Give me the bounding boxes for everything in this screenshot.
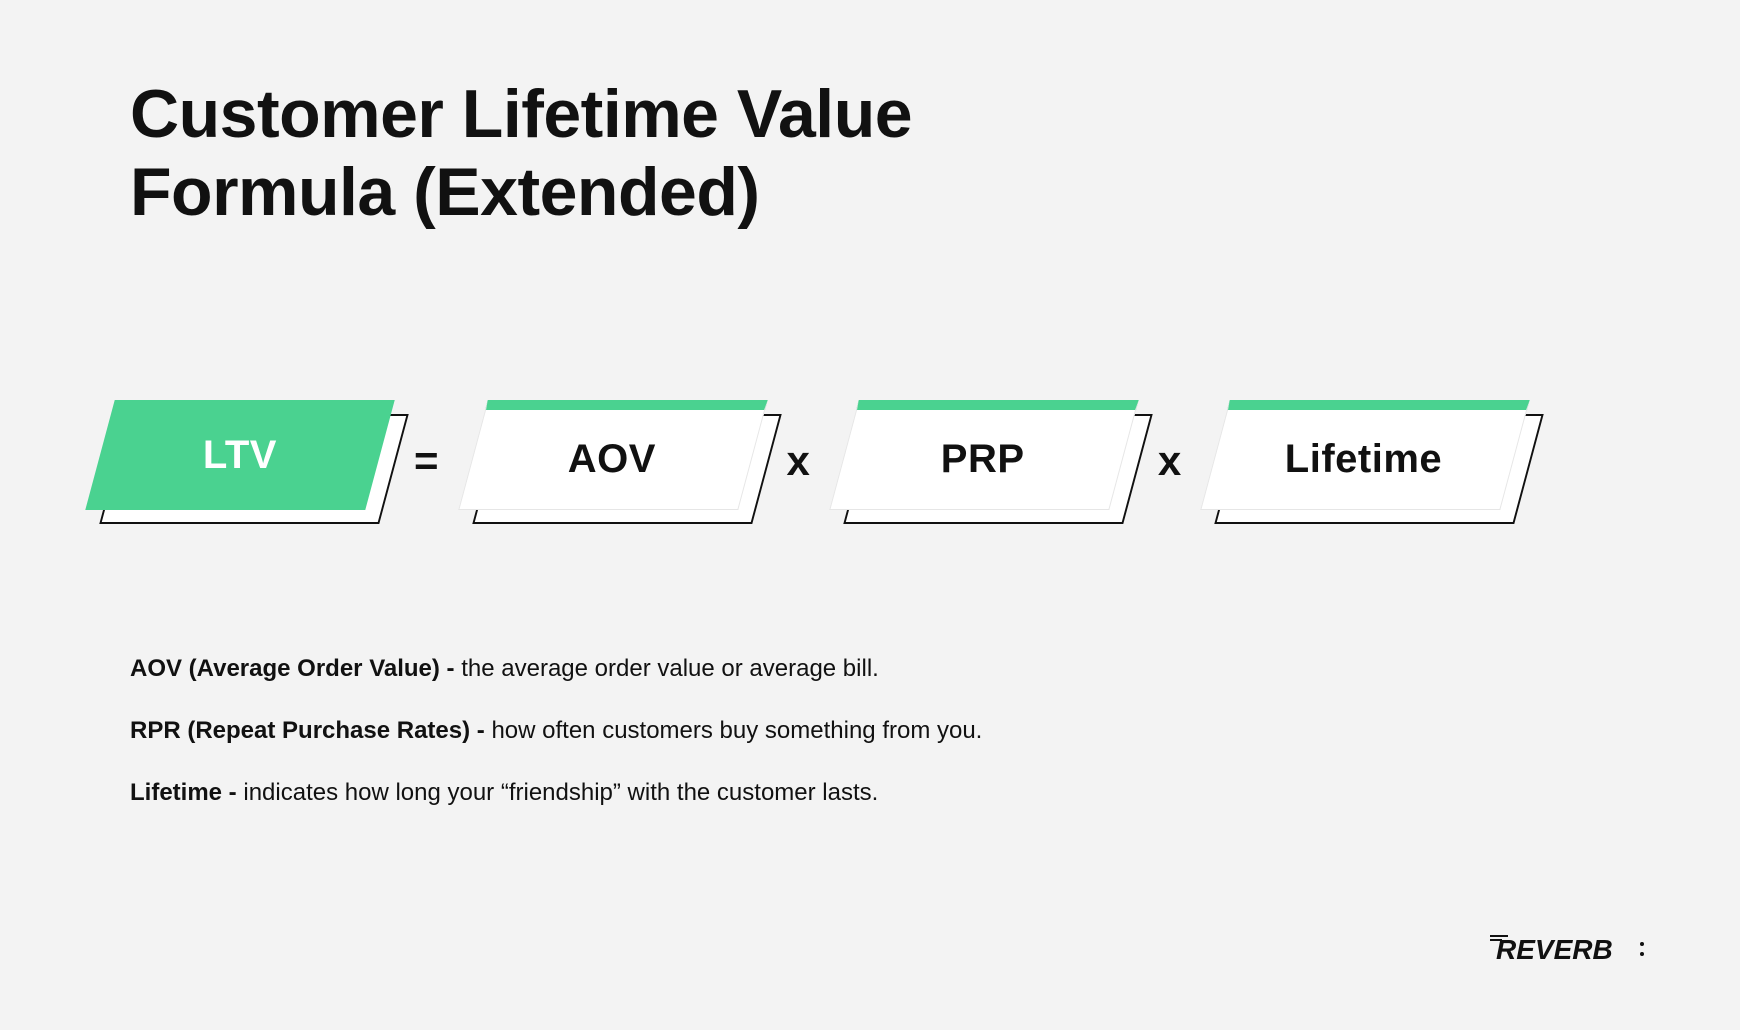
reverb-logo-icon: REVERB — [1490, 930, 1650, 970]
equals-operator: = — [400, 437, 453, 485]
block-face: AOV — [458, 400, 767, 510]
brand-logo: REVERB — [1490, 930, 1650, 975]
definition-term: AOV (Average Order Value) - — [130, 655, 455, 682]
formula-term-block: PRP — [844, 400, 1124, 510]
definition-item: Lifetime - indicates how long your “frie… — [130, 779, 982, 807]
formula-term-block: AOV — [473, 400, 753, 510]
formula-term-label: AOV — [567, 437, 655, 482]
multiply-operator: x — [773, 437, 824, 485]
block-face: Lifetime — [1201, 400, 1530, 510]
definitions-list: AOV (Average Order Value) - the average … — [130, 655, 982, 807]
formula-term-label: PRP — [941, 437, 1025, 482]
definition-item: AOV (Average Order Value) - the average … — [130, 655, 982, 683]
definition-term: Lifetime - — [130, 779, 237, 806]
definition-desc: how often customers buy something from y… — [485, 717, 983, 744]
definition-term: RPR (Repeat Purchase Rates) - — [130, 717, 485, 744]
formula-term-block: Lifetime — [1215, 400, 1515, 510]
title-line-1: Customer Lifetime Value — [130, 76, 912, 152]
page-title: Customer Lifetime Value Formula (Extende… — [130, 75, 912, 231]
multiply-operator: x — [1144, 437, 1195, 485]
formula-result-block: LTV — [100, 400, 380, 510]
block-face: LTV — [85, 400, 394, 510]
formula-term-label: Lifetime — [1285, 437, 1442, 482]
definition-item: RPR (Repeat Purchase Rates) - how often … — [130, 717, 982, 745]
svg-text:REVERB: REVERB — [1496, 934, 1613, 965]
block-face: PRP — [829, 400, 1138, 510]
definition-desc: indicates how long your “friendship” wit… — [237, 779, 879, 806]
title-line-2: Formula (Extended) — [130, 154, 760, 230]
formula-row: LTV = AOV x PRP x Lifetime — [100, 400, 1515, 510]
definition-desc: the average order value or average bill. — [455, 655, 879, 682]
formula-result-label: LTV — [203, 433, 277, 478]
